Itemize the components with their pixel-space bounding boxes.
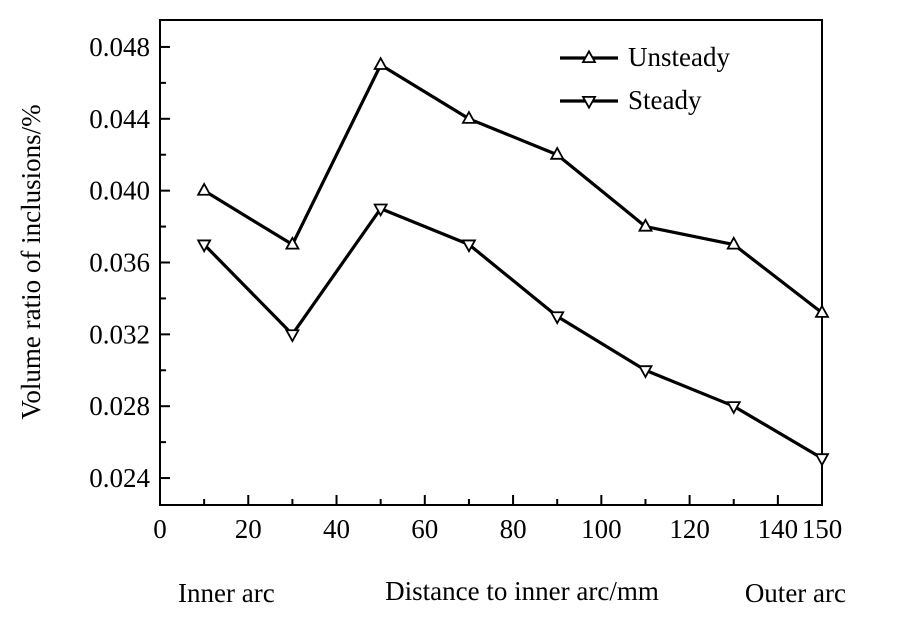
y-tick-label: 0.032 — [89, 319, 150, 349]
x-annotation-outer-arc: Outer arc — [745, 578, 846, 608]
tick-marks — [159, 45, 823, 505]
data-point-unsteady — [461, 110, 477, 124]
data-point-steady — [549, 311, 565, 325]
legend-label-steady: Steady — [628, 85, 702, 115]
data-point-steady — [637, 365, 653, 379]
y-axis-title: Volume ratio of inclusions/% — [16, 104, 46, 419]
data-point-unsteady — [196, 182, 212, 196]
legend-label-unsteady: Unsteady — [628, 42, 730, 72]
x-tick-label: 100 — [581, 514, 622, 544]
x-tick-label: 0 — [153, 514, 167, 544]
y-tick-label: 0.040 — [89, 176, 150, 206]
data-point-unsteady — [549, 146, 565, 160]
data-point-unsteady — [726, 235, 742, 250]
x-tick-label: 60 — [411, 514, 438, 544]
data-point-unsteady — [814, 304, 830, 318]
data-point-steady — [461, 239, 477, 254]
x-tick-label: 150 — [802, 514, 843, 544]
legend: Unsteady Steady — [560, 42, 730, 115]
series-line-unsteady — [203, 63, 823, 315]
x-tick-label: 140 — [758, 514, 799, 544]
data-point-steady — [373, 203, 389, 218]
x-axis-title: Distance to inner arc/mm — [385, 576, 659, 606]
data-point-unsteady — [284, 235, 300, 250]
tick-labels: 0 20 40 60 80 100 120 140 150 0.024 0.028 0.032 0.03… — [89, 32, 842, 544]
y-tick-label: 0.048 — [89, 32, 150, 62]
y-tick-label: 0.044 — [89, 104, 150, 134]
y-tick-label: 0.028 — [89, 391, 150, 421]
series-lines — [202, 63, 823, 460]
y-tick-label: 0.036 — [89, 248, 150, 278]
data-point-steady — [814, 453, 830, 467]
x-annotation-inner-arc: Inner arc — [178, 578, 275, 608]
x-tick-label: 80 — [500, 514, 527, 544]
data-point-unsteady — [373, 56, 389, 70]
data-point-unsteady — [637, 218, 653, 232]
x-tick-label: 120 — [669, 514, 710, 544]
legend-marker-steady — [581, 95, 597, 110]
y-tick-label: 0.024 — [89, 463, 150, 493]
data-point-steady — [284, 329, 300, 343]
x-tick-label: 40 — [323, 514, 350, 544]
data-point-steady — [196, 239, 212, 254]
data-point-steady — [726, 401, 742, 415]
series-line-steady — [202, 207, 823, 460]
x-tick-label: 20 — [235, 514, 262, 544]
series-markers — [196, 56, 830, 467]
legend-marker-unsteady — [581, 49, 597, 64]
